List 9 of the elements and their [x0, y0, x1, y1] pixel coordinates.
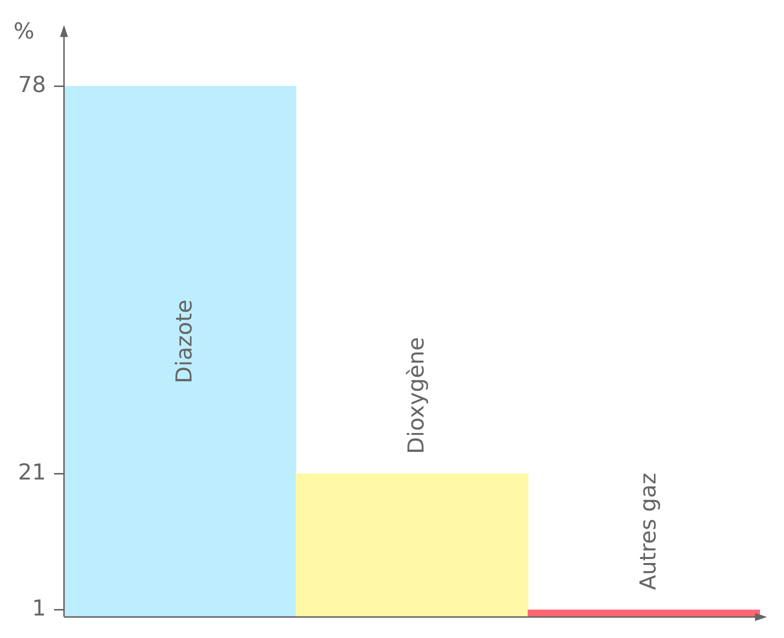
x-tick-label: Diazote	[172, 300, 198, 384]
bar	[64, 86, 296, 617]
y-tick-label: 1	[32, 596, 46, 622]
y-tick-label: 78	[18, 72, 46, 98]
x-tick-label: Autres gaz	[636, 472, 662, 590]
y-tick-label: 21	[18, 460, 46, 486]
bar	[296, 474, 528, 617]
y-axis-title: %	[14, 20, 34, 45]
x-tick-label: Dioxygène	[404, 337, 430, 454]
